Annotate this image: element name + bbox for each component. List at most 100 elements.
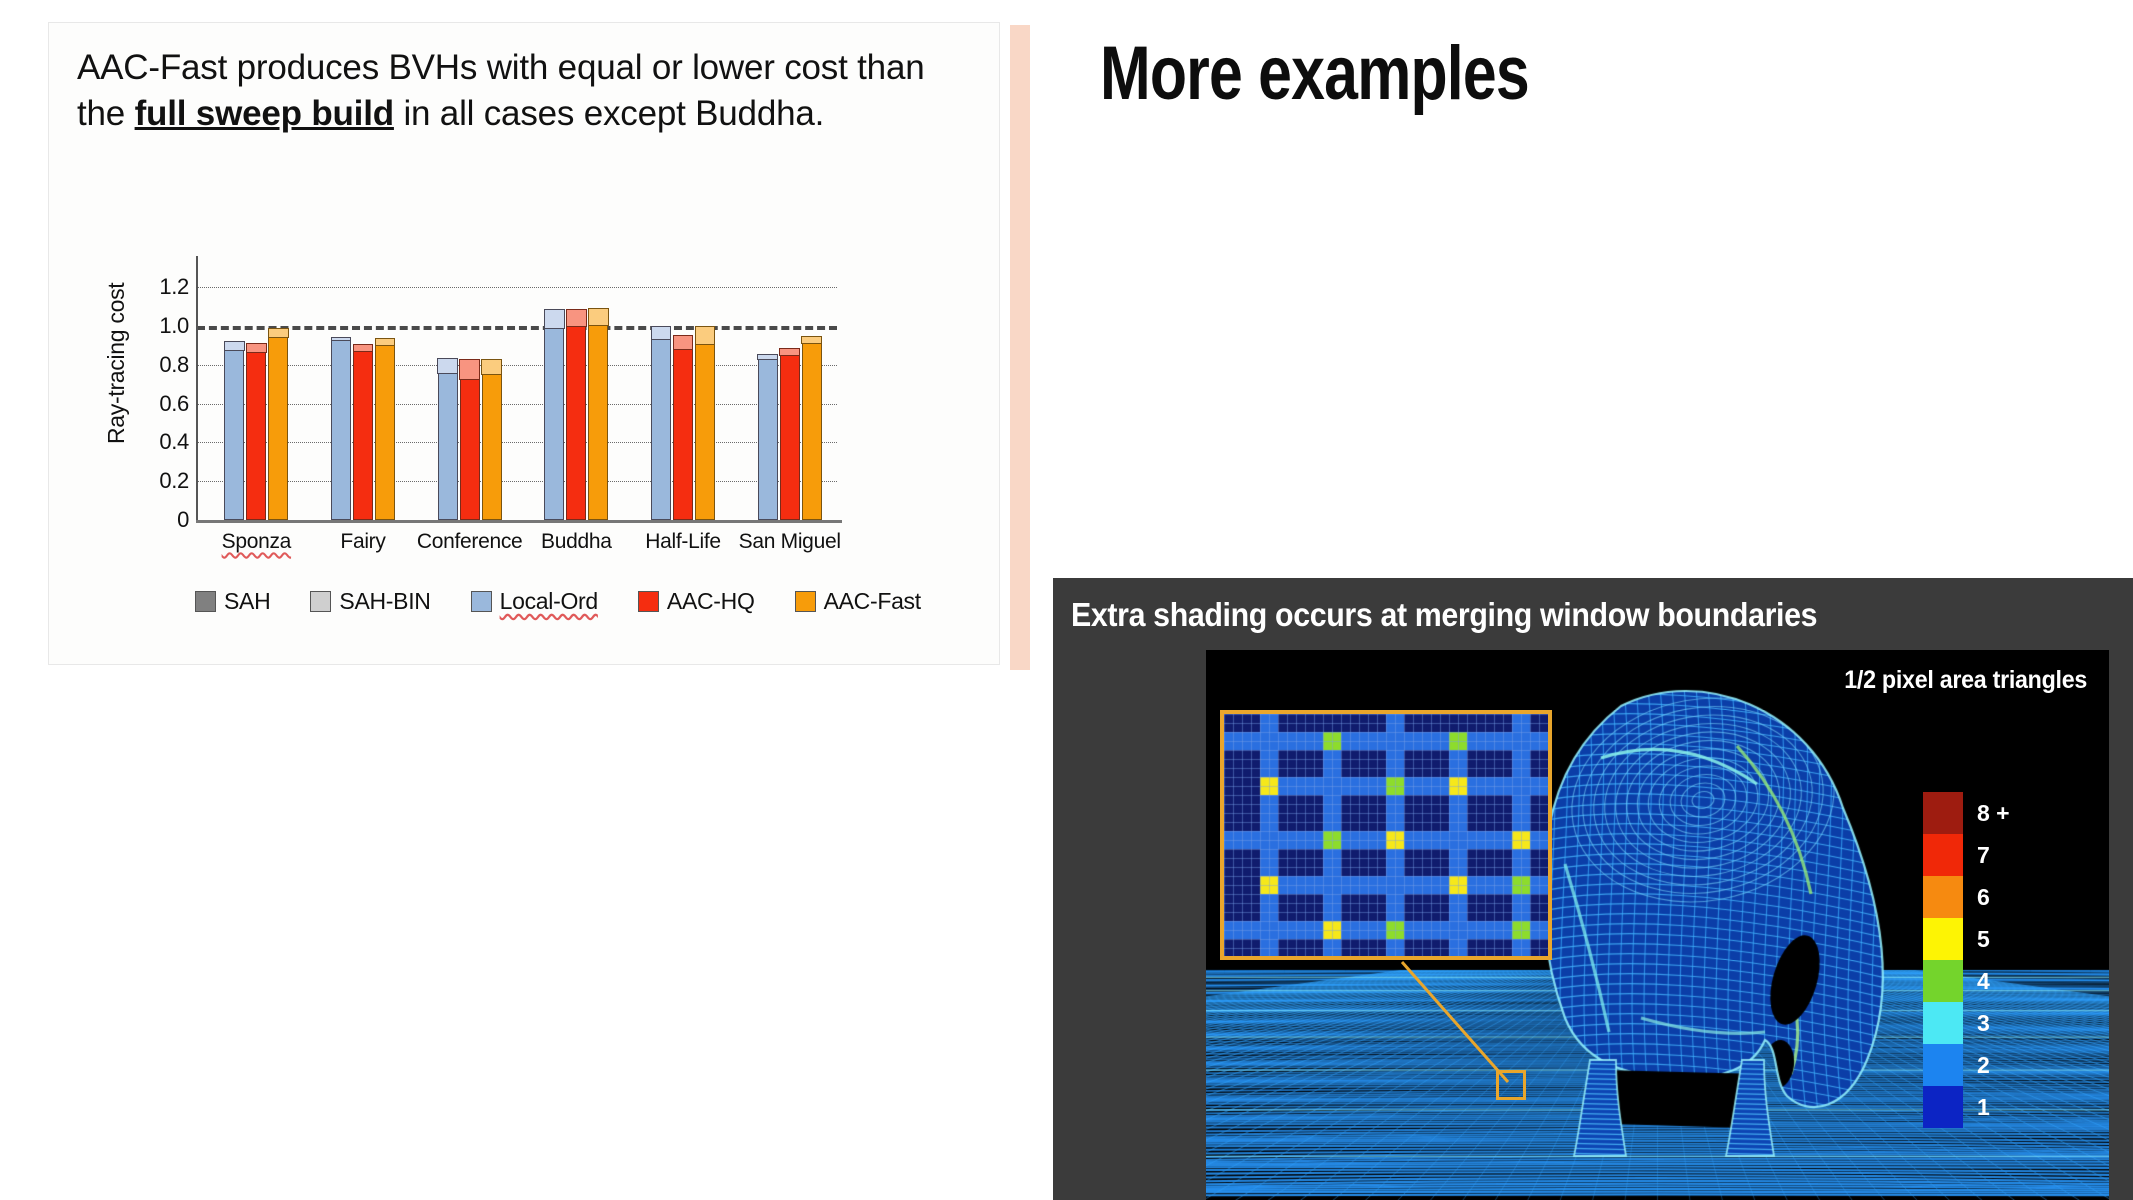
headline-part-1: AAC-Fast produces BVHs with equal or low…: [77, 48, 925, 133]
bar-cap: [481, 358, 503, 376]
bar-cap: [437, 357, 459, 375]
gridline: [197, 326, 837, 331]
gridline: [197, 287, 837, 289]
bar-aac-hq: [352, 344, 374, 520]
y-tick-3: 0.6: [159, 390, 189, 416]
legend-item-sah: SAH: [195, 588, 271, 615]
zoom-inset-panel: [1220, 710, 1552, 960]
y-tick-5: 1.0: [159, 313, 189, 339]
chart-y-axis-label: Ray-tracing cost: [103, 282, 129, 444]
bar-cap: [459, 358, 481, 381]
bar-aac-hq: [459, 358, 481, 520]
color-scale-row: 6: [1923, 876, 2021, 918]
bar-local-ord: [650, 325, 672, 520]
chart-plot-area: Sponza Fairy Conference Buddha Half-Life San …: [197, 268, 841, 553]
chart-y-axis-ticks: 0 0.2 0.4 0.6 0.8 1.0 1.2: [133, 268, 189, 548]
bar-group: [543, 268, 609, 520]
legend-item-sah-bin: SAH-BIN: [310, 588, 431, 615]
bar-aac-hq: [779, 348, 801, 520]
color-scale-swatch: [1923, 1086, 1963, 1128]
bar-aac-fast: [587, 308, 609, 520]
y-tick-0: 0: [177, 507, 189, 532]
bar-cap: [565, 309, 587, 327]
color-scale-swatch: [1923, 834, 1963, 876]
zoom-source-box: [1496, 1070, 1526, 1100]
color-scale-label: 3: [1977, 1009, 1990, 1036]
bar-group: [757, 268, 823, 520]
render-viewport: 1/2 pixel area triangles 8 + 7 6 5 4 3 2 1: [1206, 650, 2109, 1200]
legend-swatch: [470, 591, 492, 612]
color-scale-row: 5: [1923, 918, 2021, 960]
legend-swatch: [794, 591, 816, 612]
headline-text: AAC-Fast produces BVHs with equal or low…: [77, 45, 937, 136]
color-scale-label: 8 +: [1977, 799, 2010, 826]
bar-aac-hq: [565, 309, 587, 520]
bar-cap: [245, 343, 267, 353]
triangle-count-color-scale: 8 + 7 6 5 4 3 2 1: [1923, 792, 2021, 1128]
bar-cap: [779, 348, 801, 356]
slide-panel: Extra shading occurs at merging window b…: [1053, 578, 2133, 1200]
vertical-divider: [1010, 25, 1030, 670]
bar-local-ord: [757, 353, 779, 520]
chart-legend: SAH SAH-BIN Local-Ord AAC-HQ AAC-Fast: [195, 588, 955, 615]
bar-cap: [374, 338, 396, 347]
bar-cap: [352, 344, 374, 352]
color-scale-label: 5: [1977, 925, 1990, 952]
headline-part-2: in all cases except Buddha.: [393, 93, 825, 133]
bar-aac-hq: [672, 334, 694, 520]
legend-label: AAC-Fast: [823, 588, 922, 614]
bar-aac-fast: [267, 327, 289, 520]
gridline: [197, 403, 837, 405]
slide-title: Extra shading occurs at merging window b…: [1071, 596, 1818, 633]
section-title: More examples: [1100, 31, 1530, 116]
color-scale-swatch: [1923, 960, 1963, 1002]
legend-item-aac-hq: AAC-HQ: [637, 588, 755, 615]
color-scale-row: 7: [1923, 834, 2021, 876]
bar-cap: [694, 325, 716, 346]
pixel-area-note: 1/2 pixel area triangles: [1844, 666, 2087, 694]
bar-local-ord: [543, 309, 565, 520]
x-tick-conference: Conference: [416, 530, 523, 553]
bar-cap: [267, 327, 289, 339]
legend-item-aac-fast: AAC-Fast: [794, 588, 922, 615]
bar-cap: [223, 341, 245, 351]
bar-cap: [801, 336, 823, 345]
color-scale-label: 2: [1977, 1051, 1990, 1078]
gridline: [197, 442, 837, 444]
bar-group: [650, 268, 716, 520]
bar-local-ord: [437, 357, 459, 520]
legend-swatch: [637, 591, 659, 612]
bar-group: [223, 268, 289, 520]
color-scale-label: 1: [1977, 1093, 1990, 1120]
inset-pixel-grid: [1224, 714, 1548, 956]
legend-swatch: [310, 591, 332, 612]
legend-label: SAH-BIN: [339, 588, 431, 614]
color-scale-row: 1: [1923, 1086, 2021, 1128]
color-scale-label: 4: [1977, 967, 1990, 994]
gridline: [197, 481, 837, 483]
chart-x-axis-line: [196, 520, 842, 523]
bar-aac-hq: [245, 343, 267, 520]
color-scale-swatch: [1923, 1002, 1963, 1044]
ray-tracing-cost-chart: Ray-tracing cost 0 0.2 0.4 0.6 0.8 1.0 1.2 Spo…: [49, 256, 1001, 666]
bar-cap: [587, 308, 609, 326]
color-scale-swatch: [1923, 792, 1963, 834]
bar-group: [437, 268, 503, 520]
bar-aac-fast: [694, 325, 716, 520]
gridline: [197, 364, 837, 366]
legend-label: Local-Ord: [499, 588, 599, 614]
x-tick-san-miguel: San Miguel: [738, 530, 841, 553]
bar-cap: [650, 325, 672, 341]
bar-cap: [330, 337, 352, 342]
bar-aac-fast: [801, 336, 823, 520]
legend-item-local-ord: Local-Ord: [470, 588, 599, 615]
bar-cap: [543, 309, 565, 329]
x-tick-sponza: Sponza: [221, 530, 292, 553]
x-tick-buddha: Buddha: [541, 530, 612, 553]
summary-card: AAC-Fast produces BVHs with equal or low…: [48, 22, 1000, 665]
color-scale-row: 2: [1923, 1044, 2021, 1086]
bar-local-ord: [330, 337, 352, 520]
headline-emphasis: full sweep build: [134, 93, 395, 133]
bar-cap: [757, 353, 779, 360]
color-scale-row: 3: [1923, 1002, 2021, 1044]
